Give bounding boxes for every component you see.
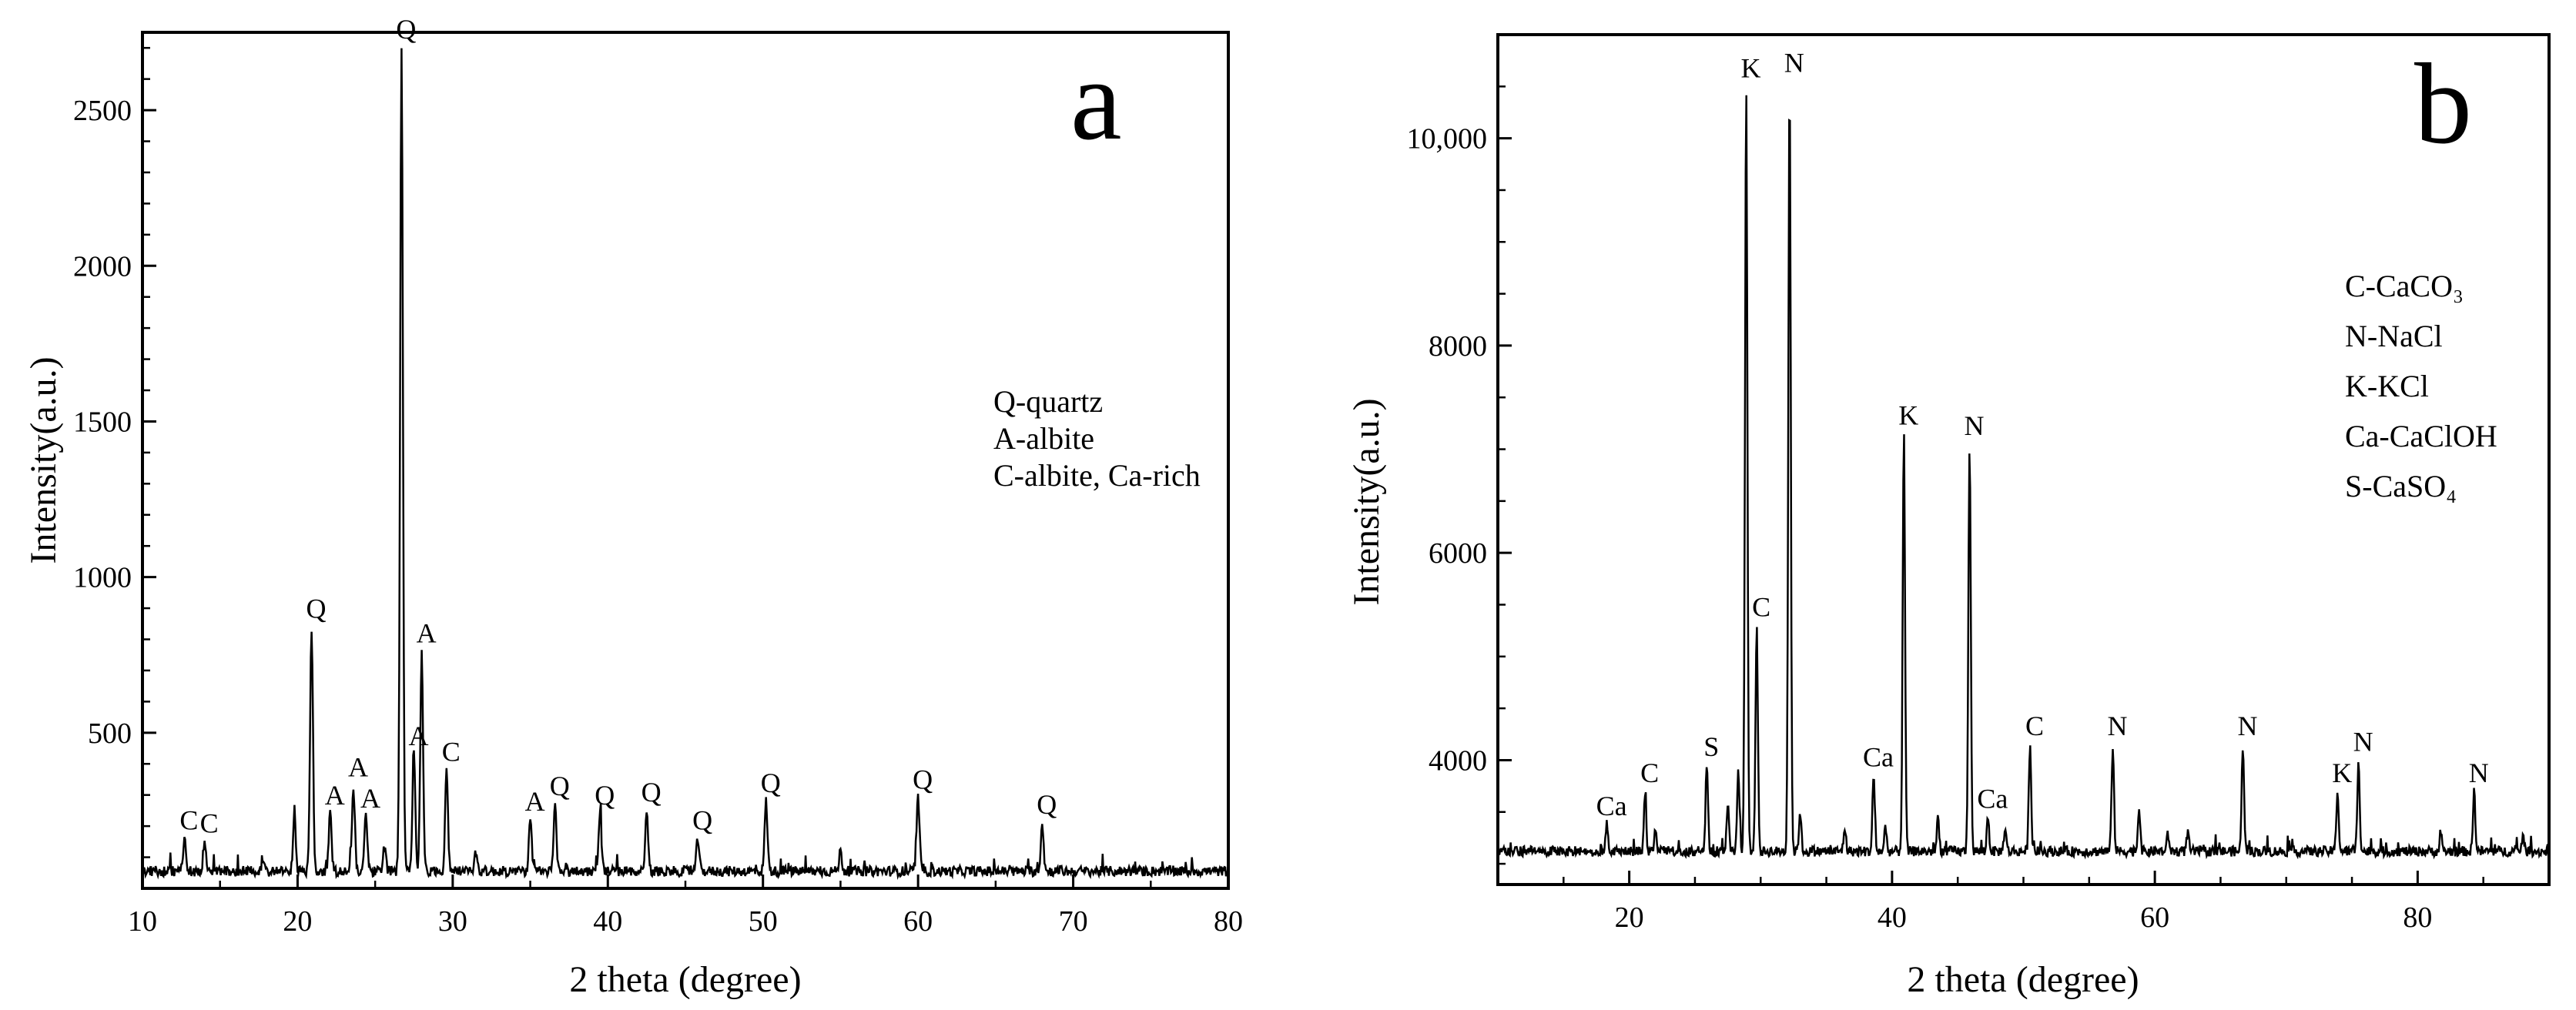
peak-label-a: A <box>348 752 368 783</box>
x-tick-label-a: 50 <box>749 905 778 938</box>
peak-label-b: C <box>2025 711 2044 741</box>
x-tick-label-a: 70 <box>1059 905 1088 938</box>
peak-label-b: N <box>2353 726 2373 757</box>
y-tick-label-a: 500 <box>88 717 132 750</box>
peak-label-b: K <box>1740 52 1760 83</box>
peak-label-a: Q <box>396 14 416 45</box>
peak-label-a: Q <box>595 780 615 811</box>
diffraction-trace-b <box>1497 95 2551 860</box>
peak-label-b: N <box>1965 410 1985 441</box>
peak-label-a: Q <box>1037 789 1057 820</box>
peak-label-a: C <box>200 808 219 838</box>
y-tick-label-a: 1000 <box>73 562 132 594</box>
x-tick-label-b: 20 <box>1615 901 1644 934</box>
ticks-b: 20 40 60 80 4000 6000 8000 10,000 <box>1407 33 2551 934</box>
peak-label-b: N <box>2108 711 2128 741</box>
y-tick-label-b: 4000 <box>1429 744 1487 777</box>
diffraction-trace-a <box>141 48 1230 881</box>
x-tick-label-b: 60 <box>2140 901 2169 934</box>
y-axis-title-b: Intensity(a.u.) <box>1346 398 1387 605</box>
peak-label-b: N <box>1784 48 1804 79</box>
peak-label-b: K <box>2332 758 2352 788</box>
peak-label-b: S <box>1703 731 1719 762</box>
peak-label-b: N <box>2237 711 2257 741</box>
x-tick-label-a: 10 <box>128 905 157 938</box>
y-tick-label-a: 1500 <box>73 406 132 438</box>
panel-letter-a: a <box>1070 36 1122 164</box>
peak-label-a: A <box>417 618 437 649</box>
peak-label-b: Ca <box>1977 783 2008 814</box>
x-tick-label-a: 60 <box>903 905 933 938</box>
legend-entry-b-2: K-KCl <box>2345 369 2429 403</box>
legend-entry-a-1: A-albite <box>993 421 1094 456</box>
legend-a: Q-quartz A-albite C-albite, Ca-rich <box>993 384 1201 493</box>
x-tick-label-a: 20 <box>283 905 312 938</box>
peak-label-b: C <box>1640 758 1659 788</box>
peak-label-a: A <box>409 721 429 751</box>
legend-entry-a-0: Q-quartz <box>993 384 1103 419</box>
peak-label-b: Ca <box>1863 742 1894 773</box>
peak-label-a: Q <box>307 593 327 624</box>
y-tick-label-a: 2500 <box>73 95 132 127</box>
y-tick-label-b: 6000 <box>1429 537 1487 570</box>
peak-label-a: Q <box>761 768 781 798</box>
legend-entry-b-4: S-CaSO₄ <box>2345 469 2457 503</box>
panel-letter-b: b <box>2414 40 2472 168</box>
peak-label-a: Q <box>913 764 933 795</box>
peak-label-a: Q <box>550 771 570 801</box>
x-tick-label-b: 80 <box>2403 901 2432 934</box>
peak-label-a: C <box>442 736 461 767</box>
peak-label-a: Q <box>641 777 662 808</box>
x-axis-title-b: 2 theta (degree) <box>1907 959 2139 1000</box>
x-tick-label-b: 40 <box>1878 901 1907 934</box>
y-tick-label-b: 10,000 <box>1407 123 1488 156</box>
x-axis-title-a: 2 theta (degree) <box>569 959 801 1000</box>
legend-entry-b-0: C-CaCO₃ <box>2345 269 2464 303</box>
peak-label-a: A <box>525 786 545 817</box>
ticks-a: 10 20 30 40 50 60 70 80 500 1000 1500 2000 2500 <box>73 46 1243 938</box>
peak-label-a: Q <box>692 804 712 835</box>
peak-label-b: C <box>1752 591 1770 622</box>
peak-label-a: A <box>325 780 345 811</box>
legend-entry-b-3: Ca-CaClOH <box>2345 419 2497 453</box>
peak-label-b: N <box>2469 758 2489 788</box>
legend-b: C-CaCO₃ N-NaCl K-KCl Ca-CaClOH S-CaSO₄ <box>2345 269 2497 503</box>
y-tick-label-b: 8000 <box>1429 330 1487 363</box>
x-tick-label-a: 30 <box>438 905 467 938</box>
peak-label-a: C <box>179 804 198 835</box>
legend-entry-a-2: C-albite, Ca-rich <box>993 458 1201 493</box>
y-tick-label-a: 2000 <box>73 250 132 283</box>
y-axis-title-a: Intensity(a.u.) <box>23 356 64 564</box>
peak-label-a: A <box>360 783 380 814</box>
peak-label-b: Ca <box>1596 791 1627 821</box>
peak-label-b: K <box>1898 400 1918 430</box>
legend-entry-b-1: N-NaCl <box>2345 319 2443 353</box>
x-tick-label-a: 80 <box>1214 905 1243 938</box>
x-tick-label-a: 40 <box>593 905 622 938</box>
